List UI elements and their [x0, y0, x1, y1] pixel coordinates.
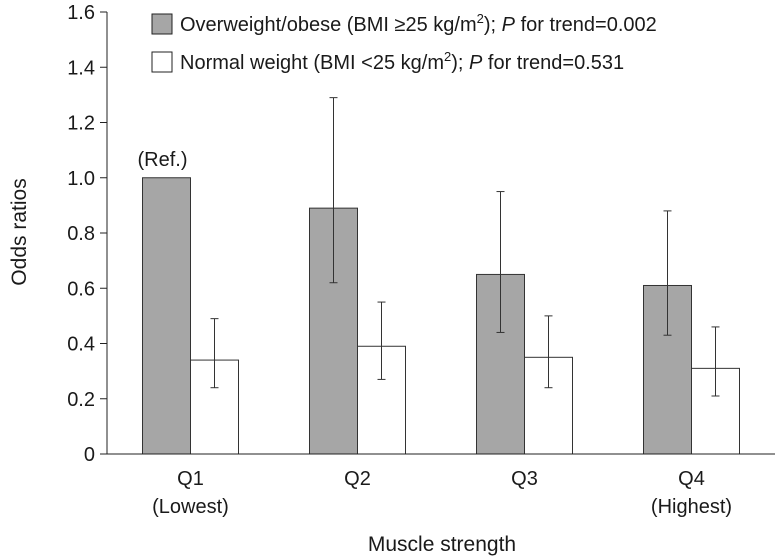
x-tick-label: Q1	[177, 468, 204, 490]
y-tick-label: 0.4	[67, 334, 95, 356]
x-tick-label: Q3	[511, 468, 538, 490]
y-axis-title: Odds ratios	[8, 178, 31, 285]
legend-label-overweight: Overweight/obese (BMI ≥25 kg/m2); P for …	[180, 11, 657, 36]
ref-annotation: (Ref.)	[138, 149, 188, 171]
y-tick-label: 0.6	[67, 278, 95, 300]
legend-after-normal: );	[451, 52, 469, 74]
bar-overweight-q1	[142, 177, 191, 455]
annotations: (Ref.)	[138, 149, 188, 171]
error-bars	[210, 97, 720, 397]
legend-item-normal: Normal weight (BMI <25 kg/m2); P for tre…	[151, 49, 624, 74]
axes	[106, 12, 775, 455]
legend-sup-overweight: 2	[477, 11, 484, 26]
legend-label-normal: Normal weight (BMI <25 kg/m2); P for tre…	[180, 49, 624, 74]
legend-trend-normal: for trend=0.531	[482, 52, 624, 74]
legend-trend-overweight: for trend=0.002	[515, 14, 657, 36]
x-axis-title: Muscle strength	[368, 533, 516, 556]
y-tick-label: 0.2	[67, 389, 95, 411]
y-axis-ticks: 0 0.2 0.4 0.6 0.8 1.0 1.2 1.4 1.6	[67, 2, 107, 466]
x-tick-label: Q2	[344, 468, 371, 490]
x-tick-sublabel: (Lowest)	[152, 496, 229, 518]
y-tick-label: 1.2	[67, 113, 95, 135]
y-tick-label: 0	[84, 444, 95, 466]
legend-item-overweight: Overweight/obese (BMI ≥25 kg/m2); P for …	[151, 11, 657, 36]
legend-p-normal: P	[469, 52, 483, 74]
legend-swatch-normal	[151, 51, 173, 73]
y-tick-label: 1.0	[67, 168, 95, 190]
legend-text-overweight: Overweight/obese (BMI ≥25 kg/m	[180, 14, 477, 36]
y-tick-label: 1.4	[67, 57, 95, 79]
x-tick-label: Q4	[678, 468, 705, 490]
bars	[142, 177, 740, 455]
x-axis-ticks: Q1 (Lowest) Q2 Q3 Q4 (Highest)	[152, 468, 732, 518]
x-tick-sublabel: (Highest)	[651, 496, 732, 518]
legend-text-normal: Normal weight (BMI <25 kg/m	[180, 52, 444, 74]
legend-after-overweight: );	[484, 14, 502, 36]
legend-swatch-overweight	[151, 13, 173, 35]
legend: Overweight/obese (BMI ≥25 kg/m2); P for …	[151, 11, 657, 74]
y-tick-label: 0.8	[67, 223, 95, 245]
legend-p-overweight: P	[502, 14, 516, 36]
y-tick-label: 1.6	[67, 2, 95, 24]
legend-sup-normal: 2	[444, 49, 451, 64]
